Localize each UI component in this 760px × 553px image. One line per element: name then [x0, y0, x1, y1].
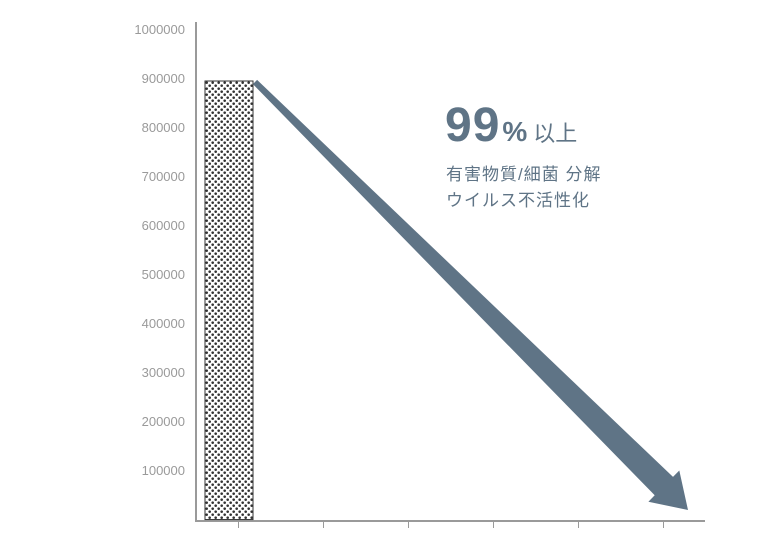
- chart-container: 100000 200000 300000 400000 500000 60000…: [0, 0, 760, 553]
- callout-headline: 99%以上: [445, 98, 577, 153]
- callout-suffix: 以上: [533, 121, 577, 146]
- decline-arrow: [0, 0, 760, 553]
- callout-line-1: 有害物質/細菌 分解: [446, 160, 601, 185]
- callout-line-2: ウイルス不活性化: [446, 186, 590, 211]
- callout-percent: %: [502, 116, 527, 147]
- callout-number: 99: [445, 99, 500, 152]
